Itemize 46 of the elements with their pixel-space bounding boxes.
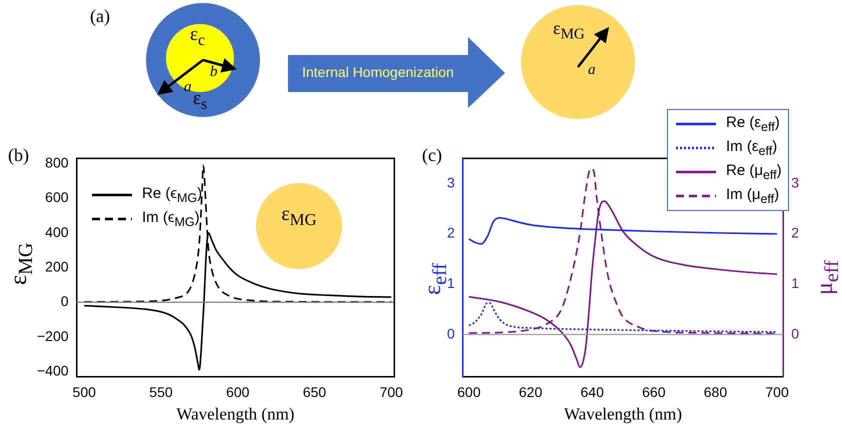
- text: a: [588, 62, 596, 79]
- x-tick-label: 680: [704, 384, 728, 400]
- text: Internal Homogenization: [301, 64, 455, 80]
- y2-tick-label: 2: [791, 224, 800, 241]
- y-tick-label: 0: [446, 325, 455, 342]
- x-tick-label: 700: [765, 384, 789, 400]
- annotation: ε$_{MG}$: [281, 202, 317, 230]
- x-tick-label: 500: [72, 384, 96, 400]
- x-axis-title: Wavelength (nm): [176, 404, 294, 424]
- legend-label: Im (ε$_{eff}$): [726, 138, 778, 158]
- legend-label: Im (ϵ$_{MG}$): [142, 209, 200, 229]
- y2-tick-label: 3: [791, 174, 800, 190]
- text: ε$_{s}$: [193, 88, 208, 114]
- text: ε$_{c}$: [190, 24, 206, 50]
- chart-title: (b): [8, 145, 29, 166]
- text: ε$_{MG}$: [553, 18, 585, 44]
- y-tick-label: 800: [45, 154, 69, 170]
- y-tick-label: −400: [36, 362, 69, 378]
- x-tick-label: 620: [518, 384, 542, 400]
- x-tick-label: 600: [457, 384, 481, 400]
- legend-label: Re (ε$_{eff}$): [726, 114, 780, 134]
- line-series: [468, 216, 778, 245]
- text: (a): [90, 6, 110, 27]
- y-tick-label: 3: [446, 174, 455, 190]
- y-tick-label: 2: [446, 224, 455, 241]
- chart-title: (c): [422, 145, 442, 166]
- y-tick-label: 0: [60, 293, 69, 310]
- legend-label: Re (μ$_{eff}$): [726, 162, 782, 182]
- x-axis-title: Wavelength (nm): [564, 404, 682, 424]
- y2-tick-label: 1: [791, 275, 800, 292]
- legend-label: Im (μ$_{eff}$): [726, 186, 780, 206]
- x-tick-label: 660: [642, 384, 666, 400]
- y-tick-label: 400: [45, 224, 69, 240]
- x-tick-label: 650: [302, 384, 326, 400]
- x-tick-label: 700: [380, 384, 404, 400]
- legend-label: Re (ϵ$_{MG}$): [142, 185, 202, 205]
- y-tick-label: 600: [45, 189, 69, 206]
- x-tick-label: 550: [149, 384, 173, 400]
- x-tick-label: 600: [226, 384, 250, 400]
- x-tick-label: 640: [580, 384, 604, 400]
- y2-tick-label: 0: [791, 325, 800, 342]
- text: b: [210, 64, 218, 81]
- disc: ε$_{MG}$: [256, 183, 342, 269]
- line-series: [468, 302, 778, 333]
- y-tick-label: −200: [36, 328, 69, 344]
- y-tick-label: 200: [45, 258, 69, 274]
